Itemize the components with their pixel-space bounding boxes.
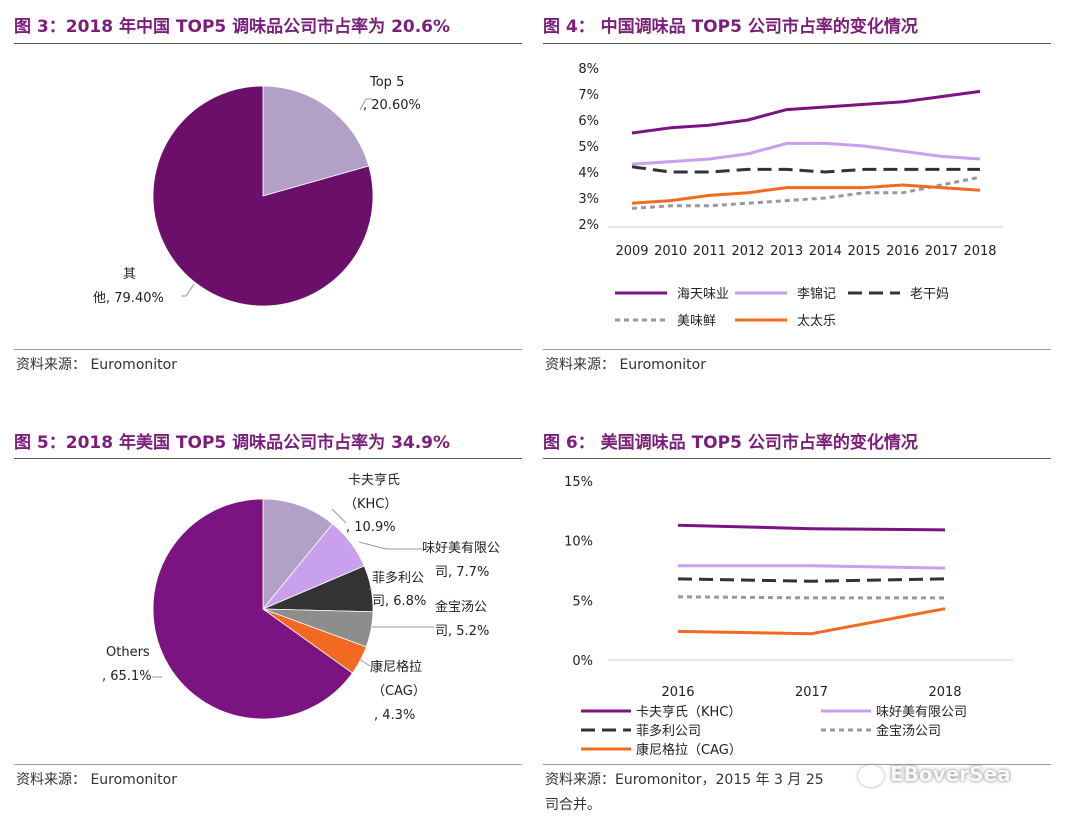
fig3-bottom-rule — [14, 349, 522, 350]
fig6-legend-label-3: 金宝汤公司 — [876, 723, 941, 739]
fig6-series-0 — [677, 523, 946, 532]
fig4-xtick-4: 2013 — [770, 244, 803, 259]
fig4-ytick-4: 4% — [578, 166, 599, 181]
fig4-ytick-3: 5% — [578, 140, 599, 155]
fig6-ytick-1: 10% — [564, 535, 593, 550]
fig4-legend-label-3: 美味鲜 — [677, 314, 716, 329]
fig4-title: 图 4： 中国调味品 TOP5 公司市占率的变化情况 — [543, 17, 918, 37]
watermark-text: EBoverSea — [890, 762, 1011, 786]
fig6-series-3 — [677, 595, 945, 600]
fig4-xtick-2: 2011 — [693, 244, 726, 259]
wechat-icon — [858, 764, 884, 787]
fig5-label-jb-1: 金宝汤公 — [435, 599, 487, 615]
fig6-title: 图 6： 美国调味品 TOP5 公司市占率的变化情况 — [543, 433, 918, 453]
fig5-leader-khc — [331, 508, 347, 524]
fig6-source-line2: 司合并。 — [545, 797, 601, 813]
fig5-slice-5 — [152, 498, 353, 720]
fig6-xtick-2: 2018 — [928, 685, 961, 700]
fig5-label-others-2: , 65.1% — [102, 669, 152, 684]
fig4-legend-label-4: 太太乐 — [797, 314, 836, 329]
fig4-series-3 — [631, 175, 981, 210]
fig6-top-rule — [543, 458, 1051, 459]
fig5-label-cag-3: , 4.3% — [374, 708, 415, 723]
fig4-xtick-6: 2015 — [847, 244, 880, 259]
fig4-series-1 — [631, 141, 981, 166]
fig3-label-other-1: 其 — [123, 267, 136, 282]
fig5-label-fdl-1: 菲多利公 — [372, 570, 424, 586]
fig3-leader-top5 — [359, 98, 372, 111]
fig4-xtick-7: 2016 — [886, 244, 919, 259]
fig6-source-line1: 资料来源：Euromonitor，2015 年 3 月 25 — [545, 772, 824, 788]
fig4-bottom-rule — [543, 349, 1051, 350]
fig3-label-other-2: 他, 79.40% — [93, 291, 164, 306]
fig6-ytick-2: 5% — [572, 594, 593, 609]
fig4-ytick-1: 7% — [578, 88, 599, 103]
fig6-ytick-3: 0% — [572, 654, 593, 669]
fig5-slice-0 — [262, 498, 334, 611]
fig4-xtick-5: 2014 — [809, 244, 842, 259]
fig6-bottom-rule — [543, 764, 1051, 765]
fig3-title: 图 3：2018 年中国 TOP5 调味品公司市占率为 20.6% — [14, 17, 451, 37]
fig3-slice-1 — [152, 85, 374, 307]
fig4-legend-label-2: 老干妈 — [910, 287, 949, 302]
fig5-leader-cag — [358, 658, 371, 667]
fig4-series-2 — [631, 165, 980, 174]
fig6-series-4 — [677, 607, 946, 636]
fig5-label-mc-1: 味好美有限公 — [422, 541, 500, 556]
fig3-label-top5-1: Top 5 — [369, 75, 404, 90]
fig4-line-chart: 8% 7% 6% 5% 4% 3% 2% 2009 2010 2011 2012 2013 2014 2… — [578, 62, 1003, 329]
fig5-leader-mc — [358, 541, 422, 550]
fig6-legend-label-0: 卡夫亨氏（KHC） — [636, 704, 741, 720]
fig6-xtick-0: 2016 — [661, 685, 694, 700]
fig4-xtick-1: 2010 — [654, 244, 687, 259]
fig4-xtick-0: 2009 — [615, 244, 648, 259]
fig6-series-1 — [678, 564, 946, 570]
fig6-line-chart: 15% 10% 5% 0% 2016 2017 2018 卡夫亨氏（KHC） 味好美有限公司… — [564, 475, 1013, 758]
fig4-ytick-2: 6% — [578, 114, 599, 129]
fig6-legend-label-4: 康尼格拉（CAG） — [636, 742, 742, 758]
fig3-leader-other — [181, 283, 195, 297]
watermark: EBoverSea — [858, 762, 1058, 802]
fig6-xtick-1: 2017 — [795, 685, 828, 700]
fig5-label-cag-2: （CAG） — [372, 684, 426, 699]
fig5-pie-chart: 卡夫亨氏 （KHC） , 10.9% 味好美有限公 司, 7.7% 菲多利公 司… — [102, 472, 500, 723]
fig5-label-khc-2: （KHC） — [344, 497, 397, 512]
fig3-label-top5-2: , 20.60% — [363, 98, 421, 113]
fig4-legend-label-1: 李锦记 — [797, 287, 836, 302]
fig5-label-jb-2: 司, 5.2% — [435, 624, 489, 639]
fig6-ytick-0: 15% — [564, 475, 593, 490]
fig5-bottom-rule — [14, 764, 522, 765]
fig3-source: 资料来源： Euromonitor — [16, 357, 177, 373]
fig4-xtick-8: 2017 — [925, 244, 958, 259]
fig5-source: 资料来源： Euromonitor — [16, 772, 177, 788]
fig4-series-0 — [631, 89, 981, 135]
fig5-label-khc-3: , 10.9% — [346, 520, 396, 535]
fig6-legend-label-1: 味好美有限公司 — [876, 705, 967, 720]
fig5-top-rule — [14, 458, 522, 459]
fig4-top-rule — [543, 43, 1051, 44]
fig3-top-rule — [14, 43, 522, 44]
fig4-ytick-0: 8% — [578, 62, 599, 77]
fig5-title: 图 5：2018 年美国 TOP5 调味品公司市占率为 34.9% — [14, 433, 451, 453]
fig4-xtick-3: 2012 — [731, 244, 764, 259]
fig4-ytick-6: 2% — [578, 218, 599, 233]
fig4-source: 资料来源： Euromonitor — [545, 357, 706, 373]
fig4-legend-label-0: 海天味业 — [677, 287, 729, 302]
fig5-label-fdl-2: 司, 6.8% — [372, 594, 426, 609]
fig5-label-khc-1: 卡夫亨氏 — [348, 472, 400, 488]
fig3-pie-chart: Top 5 , 20.60% 其 他, 79.40% — [93, 75, 421, 307]
fig6-series-2 — [677, 577, 946, 583]
fig3-slice-0 — [262, 85, 370, 197]
fig5-label-mc-2: 司, 7.7% — [435, 565, 489, 580]
fig5-label-others-1: Others — [106, 645, 150, 660]
fig4-xtick-9: 2018 — [963, 244, 996, 259]
fig4-ytick-5: 3% — [578, 192, 599, 207]
fig4-series-4 — [631, 183, 981, 205]
fig5-label-cag-1: 康尼格拉 — [370, 659, 422, 675]
fig6-legend-label-2: 菲多利公司 — [636, 723, 701, 739]
